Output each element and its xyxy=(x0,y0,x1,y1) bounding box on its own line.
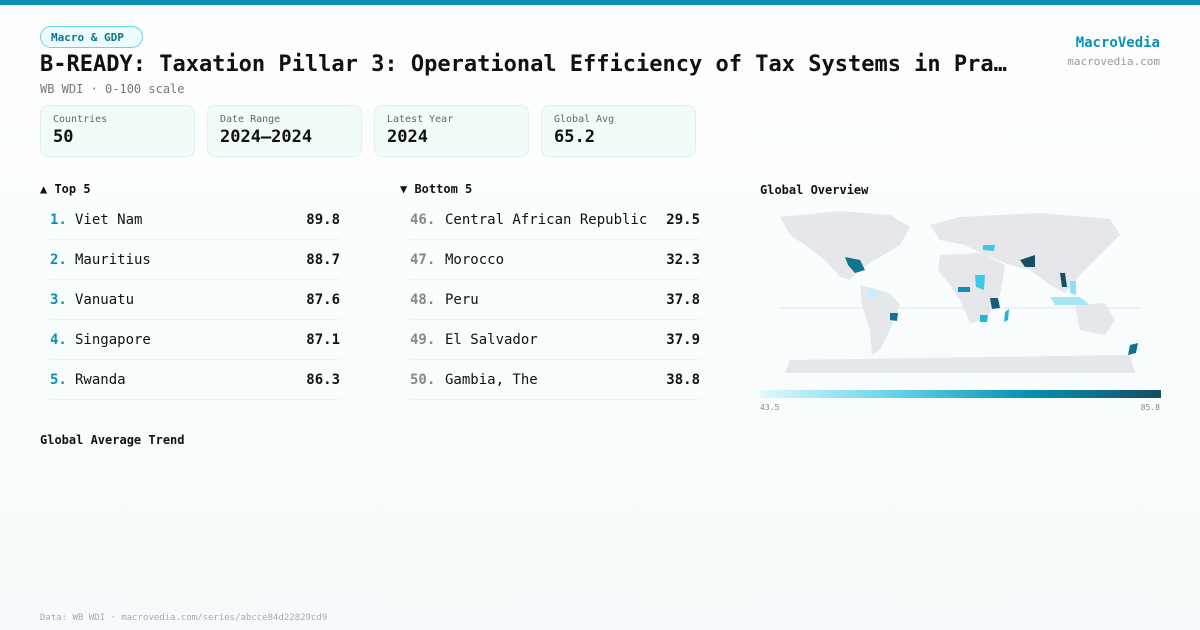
brand-name[interactable]: MacroVedia xyxy=(1075,35,1160,51)
stat-label: Global Avg xyxy=(554,114,615,125)
country-fills xyxy=(845,245,1138,355)
rank-number: 4. xyxy=(50,331,67,348)
ranking-row[interactable]: 49. El Salvador 37.9 xyxy=(410,320,700,360)
country-value: 29.5 xyxy=(666,211,700,228)
scale-min-label: 43.5 xyxy=(760,403,780,412)
scale-max-label: 85.8 xyxy=(1140,403,1160,412)
australia xyxy=(1075,303,1115,335)
stat-global-avg: Global Avg 65.2 xyxy=(541,105,696,157)
ranking-row[interactable]: 47. Morocco 32.3 xyxy=(410,240,700,280)
country-philippines xyxy=(1070,281,1076,295)
top-accent-bar xyxy=(0,0,1200,5)
stat-value: 50 xyxy=(53,127,74,147)
stat-value: 2024 xyxy=(387,127,428,147)
south-america xyxy=(860,285,900,355)
category-badge[interactable]: Macro & GDP xyxy=(40,26,143,48)
ranking-row[interactable]: 4. Singapore 87.1 xyxy=(50,320,340,360)
ranking-row[interactable]: 1. Viet Nam 89.8 xyxy=(50,200,340,240)
country-viet-nam xyxy=(1060,273,1067,287)
stat-label: Latest Year xyxy=(387,114,454,125)
country-value: 38.8 xyxy=(666,371,700,388)
country-europe xyxy=(983,245,995,251)
brand-url[interactable]: macrovedia.com xyxy=(1067,55,1160,68)
country-pakistan xyxy=(1020,255,1035,267)
country-chad xyxy=(975,275,985,290)
country-paraguay xyxy=(890,313,898,321)
rank-number: 5. xyxy=(50,371,67,388)
stat-label: Date Range xyxy=(220,114,281,125)
ranking-row[interactable]: 3. Vanuatu 87.6 xyxy=(50,280,340,320)
rank-number: 48. xyxy=(410,291,436,308)
rank-number: 50. xyxy=(410,371,436,388)
country-value: 88.7 xyxy=(306,251,340,268)
country-west-africa xyxy=(958,287,970,292)
rank-number: 3. xyxy=(50,291,67,308)
stat-value: 2024–2024 xyxy=(220,127,313,147)
stat-date-range: Date Range 2024–2024 xyxy=(207,105,362,157)
page-subtitle: WB WDI · 0-100 scale xyxy=(40,82,185,96)
country-madagascar xyxy=(1004,309,1009,322)
ranking-row[interactable]: 48. Peru 37.8 xyxy=(410,280,700,320)
ranking-row[interactable]: 5. Rwanda 86.3 xyxy=(50,360,340,400)
country-new-zealand xyxy=(1128,343,1138,355)
country-value: 87.1 xyxy=(306,331,340,348)
ranking-row[interactable]: 46. Central African Republic 29.5 xyxy=(410,200,700,240)
footer-source: Data: WB WDI · macrovedia.com/series/abc… xyxy=(40,613,328,623)
country-value: 89.8 xyxy=(306,211,340,228)
country-name: Morocco xyxy=(445,251,505,268)
country-indonesia xyxy=(1050,297,1090,305)
rank-number: 46. xyxy=(410,211,436,228)
eurasia xyxy=(930,213,1120,293)
rank-number: 47. xyxy=(410,251,436,268)
country-name: Mauritius xyxy=(75,251,151,268)
ranking-row[interactable]: 2. Mauritius 88.7 xyxy=(50,240,340,280)
trend-heading: Global Average Trend xyxy=(40,433,185,447)
country-name: Peru xyxy=(445,291,479,308)
north-america xyxy=(780,211,910,280)
country-value: 86.3 xyxy=(306,371,340,388)
africa xyxy=(938,253,1005,323)
country-name: Viet Nam xyxy=(75,211,143,228)
stat-countries: Countries 50 xyxy=(40,105,195,157)
country-mexico xyxy=(845,257,865,273)
country-value: 37.9 xyxy=(666,331,700,348)
country-name: Gambia, The xyxy=(445,371,538,388)
country-value: 87.6 xyxy=(306,291,340,308)
map-heading: Global Overview xyxy=(760,183,869,197)
country-name: El Salvador xyxy=(445,331,538,348)
country-name: Singapore xyxy=(75,331,151,348)
country-name: Vanuatu xyxy=(75,291,135,308)
ranking-row[interactable]: 50. Gambia, The 38.8 xyxy=(410,360,700,400)
color-scale-bar xyxy=(760,390,1161,398)
country-tanzania xyxy=(990,298,1000,309)
page-title: B-READY: Taxation Pillar 3: Operational … xyxy=(40,52,1010,77)
country-name: Rwanda xyxy=(75,371,126,388)
rank-number: 2. xyxy=(50,251,67,268)
land-masses xyxy=(780,211,1135,373)
top-5-heading: ▲ Top 5 xyxy=(40,182,91,196)
country-value: 32.3 xyxy=(666,251,700,268)
country-colombia xyxy=(868,290,878,298)
country-name: Central African Republic xyxy=(445,211,648,228)
rank-number: 49. xyxy=(410,331,436,348)
stat-latest-year: Latest Year 2024 xyxy=(374,105,529,157)
country-value: 37.8 xyxy=(666,291,700,308)
antarctica xyxy=(785,355,1135,373)
bottom-5-heading: ▼ Bottom 5 xyxy=(400,182,473,196)
stat-value: 65.2 xyxy=(554,127,595,147)
rank-number: 1. xyxy=(50,211,67,228)
world-map xyxy=(780,211,1142,373)
stat-label: Countries xyxy=(53,114,108,125)
country-zambia xyxy=(980,315,988,322)
